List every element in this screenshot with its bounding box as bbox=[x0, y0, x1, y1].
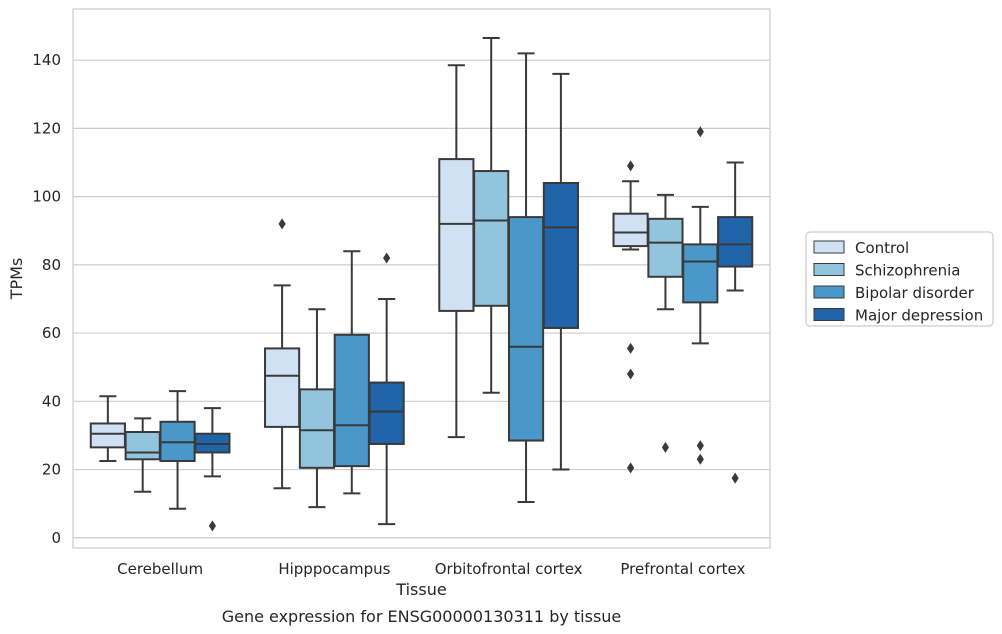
iqr-box bbox=[473, 170, 510, 307]
x-axis-ticks: Cerebellum Hipppocampus Orbitofrontal cort… bbox=[117, 560, 745, 578]
y-tick-label: 0 bbox=[51, 529, 61, 547]
y-axis-ticks: 0 20 40 60 80 100 120 140 bbox=[32, 51, 61, 547]
legend: Control Schizophrenia Bipolar disorder Majo… bbox=[805, 231, 994, 327]
iqr-box bbox=[507, 216, 545, 442]
box-schizophrenia bbox=[473, 36, 510, 394]
outlier-point bbox=[661, 441, 670, 453]
outlier-point bbox=[731, 472, 739, 484]
grid-lines bbox=[73, 59, 770, 539]
box-major-depression bbox=[542, 72, 579, 471]
y-tick-label: 140 bbox=[32, 51, 61, 69]
outlier-point bbox=[627, 342, 635, 354]
outlier-point bbox=[383, 252, 391, 264]
iqr-box bbox=[717, 216, 754, 268]
iqr-box bbox=[298, 388, 336, 469]
y-tick-label: 20 bbox=[42, 461, 61, 479]
iqr-box bbox=[682, 243, 719, 304]
x-tick-label: Orbitofrontal cortex bbox=[435, 560, 583, 578]
outlier-point bbox=[627, 368, 635, 380]
legend-label: Schizophrenia bbox=[855, 262, 960, 280]
legend-swatch bbox=[813, 308, 845, 321]
outlier-point bbox=[696, 453, 704, 465]
iqr-box bbox=[438, 158, 475, 312]
iqr-box bbox=[264, 347, 301, 428]
box-bipolar-disorder bbox=[333, 250, 370, 495]
legend-swatch bbox=[813, 240, 845, 254]
iqr-box bbox=[368, 381, 405, 445]
legend-frame bbox=[805, 231, 994, 327]
box-schizophrenia bbox=[647, 193, 684, 453]
outlier-point bbox=[627, 462, 635, 474]
y-tick-label: 40 bbox=[42, 392, 61, 410]
y-tick-label: 100 bbox=[32, 188, 61, 206]
box-control bbox=[89, 395, 126, 463]
chart-caption: Gene expression for ENSG00000130311 by t… bbox=[222, 607, 622, 626]
outlier-point bbox=[208, 520, 216, 532]
box-schizophrenia bbox=[298, 308, 336, 509]
box-major-depression bbox=[717, 161, 754, 484]
y-axis-title: TPMs bbox=[7, 258, 26, 301]
box-bipolar-disorder bbox=[507, 52, 545, 503]
x-tick-label: Hipppocampus bbox=[278, 560, 390, 578]
y-tick-label: 60 bbox=[42, 324, 61, 342]
box-groups bbox=[89, 36, 754, 532]
outlier-point bbox=[696, 126, 704, 138]
outlier-point bbox=[278, 218, 286, 230]
iqr-box bbox=[124, 431, 161, 461]
iqr-box bbox=[612, 212, 649, 248]
box-bipolar-disorder bbox=[159, 390, 196, 510]
legend-swatch bbox=[813, 263, 845, 276]
outlier-point bbox=[696, 440, 704, 452]
legend-label: Major depression bbox=[855, 307, 983, 325]
box-bipolar-disorder bbox=[682, 126, 719, 465]
y-tick-label: 80 bbox=[42, 256, 61, 274]
x-axis-title: Tissue bbox=[395, 580, 446, 599]
legend-swatch bbox=[813, 285, 845, 299]
y-tick-label: 120 bbox=[32, 119, 61, 137]
box-control bbox=[264, 218, 301, 490]
outlier-point bbox=[627, 160, 635, 172]
iqr-box bbox=[89, 422, 126, 449]
box-major-depression bbox=[194, 407, 231, 532]
x-tick-label: Cerebellum bbox=[117, 560, 203, 578]
iqr-box bbox=[647, 217, 684, 278]
box-major-depression bbox=[368, 252, 405, 526]
x-tick-label: Prefrontal cortex bbox=[620, 560, 745, 578]
box-control bbox=[438, 64, 475, 439]
legend-label: Control bbox=[855, 239, 909, 257]
legend-label: Bipolar disorder bbox=[855, 284, 975, 302]
iqr-box bbox=[333, 333, 370, 468]
iqr-box bbox=[542, 181, 579, 329]
